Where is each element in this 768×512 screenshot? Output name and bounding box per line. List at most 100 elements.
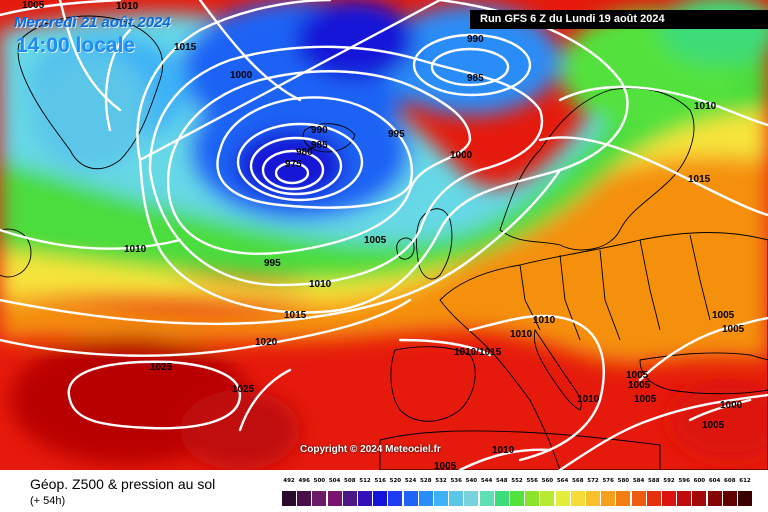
coastlines — [0, 15, 768, 470]
label-1010-france: 1010 — [510, 329, 533, 340]
legend-swatch-520 — [388, 491, 403, 506]
legend-label-560: 560 — [541, 478, 554, 484]
legend-label-532: 532 — [435, 478, 447, 484]
isobar-990 — [236, 122, 364, 202]
legend-label-520: 520 — [389, 478, 402, 484]
label-975-low: 975 — [285, 159, 302, 170]
label-985-low: 985 — [311, 140, 328, 151]
color-legend: 492 496 500 504 508 512 516 520 524 528 532 536 540 5… — [282, 478, 752, 508]
legend-swatch-560 — [540, 491, 555, 506]
legend-label-496: 496 — [298, 478, 310, 484]
legend-label-536: 536 — [450, 478, 462, 484]
footer-title: Géop. Z500 & pression au sol — [30, 476, 216, 492]
label-1005-africa: 1005 — [434, 461, 457, 470]
legend-label-596: 596 — [678, 478, 690, 484]
isobar-1010-ne — [558, 85, 768, 127]
label-1005-levant: 1005 — [702, 420, 725, 431]
legend-swatch-540 — [464, 491, 479, 506]
label-1015-n: 1015 — [174, 42, 197, 53]
legend-swatch-604 — [707, 491, 722, 506]
isobar-1010-north — [58, 0, 302, 112]
label-1010-alps: 1010 — [533, 315, 556, 326]
label-985-ne: 985 — [467, 73, 484, 84]
map-canvas: 1005 1010 1015 1000 990 985 990 985 980 … — [0, 0, 768, 470]
label-1005-turkey: 1005 — [628, 380, 651, 391]
legend-swatch-580 — [616, 491, 631, 506]
label-1005-crete: 1005 — [626, 370, 649, 381]
legend-label-504: 504 — [328, 478, 341, 484]
legend-swatch-552 — [510, 491, 524, 506]
forecast-time: 14:00 locale — [16, 34, 136, 57]
isobar-985 — [249, 136, 343, 196]
legend-swatch-496 — [297, 491, 312, 506]
legend-swatch-528 — [418, 491, 433, 506]
legend-label-576: 576 — [602, 478, 614, 484]
isobar-980 — [261, 149, 325, 191]
legend-swatch-600 — [692, 491, 707, 506]
label-995-sw: 995 — [264, 258, 281, 269]
footer-subtitle: (+ 54h) — [30, 495, 66, 507]
legend-label-572: 572 — [587, 478, 599, 484]
legend-swatch-548 — [494, 491, 509, 506]
legend-label-608: 608 — [724, 478, 736, 484]
legend-swatch-572 — [586, 491, 600, 506]
isobar-1015 — [0, 168, 562, 326]
label-1000-levant: 1000 — [720, 400, 743, 411]
legend-swatch-568 — [570, 491, 585, 506]
legend-label-540: 540 — [465, 478, 478, 484]
label-995-n: 995 — [388, 129, 405, 140]
isobar-985-ne — [430, 47, 510, 87]
label-1010-1015-spain: 1010/1015 — [454, 347, 502, 358]
label-990-ne: 990 — [467, 34, 484, 45]
map-footer: Géop. Z500 & pression au sol (+ 54h) 492… — [0, 470, 768, 512]
legend-swatch-608 — [722, 491, 737, 506]
isobar-1005 — [136, 0, 629, 314]
legend-swatch-584 — [631, 491, 646, 506]
label-1005-turkey2: 1005 — [634, 394, 657, 405]
legend-label-580: 580 — [617, 478, 630, 484]
legend-swatch-536 — [449, 491, 464, 506]
legend-label-492: 492 — [283, 478, 295, 484]
label-1010-atl: 1010 — [309, 279, 332, 290]
legend-swatch-512 — [358, 491, 372, 506]
isobar-1025 — [67, 360, 242, 430]
forecast-date: Mercredi 21 août 2024 — [14, 14, 171, 31]
legend-swatch-612 — [738, 491, 752, 506]
label-1005-nw: 1005 — [22, 0, 45, 11]
isobar-1005-af — [458, 448, 552, 470]
label-1010-west: 1010 — [124, 244, 147, 255]
label-1010-med: 1010 — [577, 394, 600, 405]
legend-swatch-588 — [646, 491, 661, 506]
legend-label-500: 500 — [313, 478, 326, 484]
legend-label-612: 612 — [739, 478, 751, 484]
legend-label-548: 548 — [496, 478, 508, 484]
label-980-low: 980 — [296, 147, 313, 158]
isobar-1010-med — [468, 314, 605, 462]
copyright-text: Copyright © 2024 Meteociel.fr — [300, 444, 441, 455]
legend-swatch-576 — [601, 491, 616, 506]
legend-label-552: 552 — [511, 478, 523, 484]
label-1010-scand: 1010 — [694, 101, 717, 112]
label-1015-east: 1015 — [688, 174, 711, 185]
legend-swatch-504 — [327, 491, 342, 506]
legend-swatch-532 — [434, 491, 448, 506]
label-1005-uk: 1005 — [364, 235, 387, 246]
legend-swatch-564 — [555, 491, 570, 506]
isobar-995-inner — [216, 96, 413, 209]
label-1005-greece: 1005 — [712, 310, 735, 321]
legend-label-544: 544 — [480, 478, 493, 484]
legend-label-564: 564 — [556, 478, 569, 484]
isobar-1005-e — [638, 316, 768, 382]
label-1000-norway: 1000 — [450, 150, 473, 161]
isobar-1005-s — [558, 393, 768, 470]
isobar-1015-e — [538, 136, 768, 217]
legend-swatch-544 — [479, 491, 494, 506]
label-1025-south: 1025 — [232, 384, 255, 395]
legend-swatch-500 — [312, 491, 327, 506]
isobar-label-group: 1005 1010 1015 1000 990 985 990 985 980 … — [22, 0, 745, 470]
legend-label-588: 588 — [648, 478, 660, 484]
isobar-1000-lev — [688, 398, 752, 422]
isobars — [0, 0, 768, 470]
label-1010-n: 1010 — [116, 1, 139, 12]
label-1000-greenland: 1000 — [230, 70, 253, 81]
